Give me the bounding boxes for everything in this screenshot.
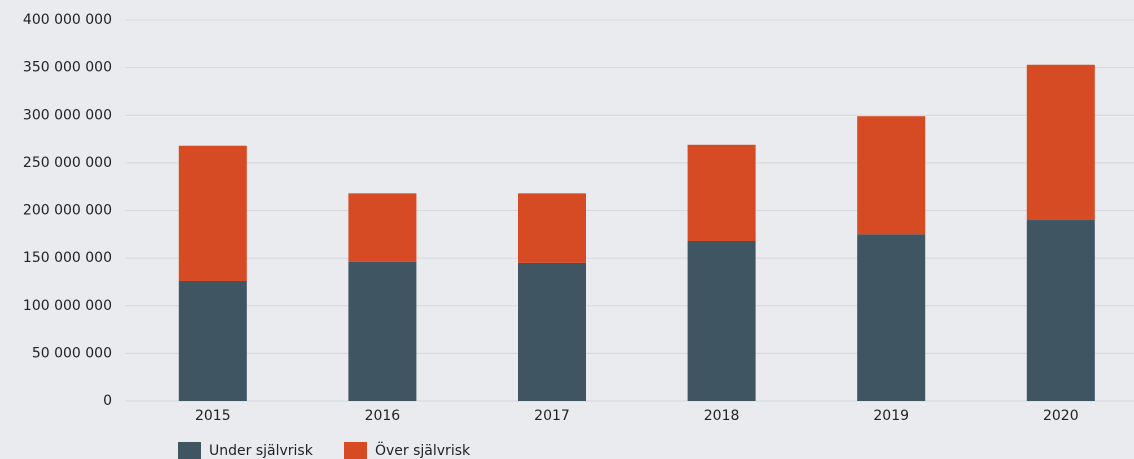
- y-tick-label: 150 000 000: [23, 250, 112, 266]
- y-tick-label: 300 000 000: [23, 107, 112, 123]
- legend-swatch: [344, 442, 367, 459]
- x-tick-label: 2016: [365, 408, 401, 424]
- bar-segment: [178, 280, 247, 401]
- y-tick-label: 350 000 000: [23, 60, 112, 76]
- bar-segment: [687, 144, 756, 241]
- legend-swatch: [178, 442, 201, 459]
- bar-segment: [687, 240, 756, 401]
- y-tick-label: 50 000 000: [32, 345, 112, 361]
- bar-segment: [178, 145, 247, 281]
- y-tick-label: 200 000 000: [23, 203, 112, 219]
- y-tick-label: 0: [103, 393, 112, 409]
- bar-segment: [1026, 220, 1095, 401]
- bar-segment: [518, 262, 586, 401]
- legend-label: Över självrisk: [375, 441, 471, 459]
- x-tick-label: 2017: [534, 408, 570, 424]
- bar-segment: [348, 193, 417, 262]
- x-tick-label: 2020: [1043, 408, 1079, 424]
- bar-segment: [857, 234, 926, 401]
- bar-segment: [518, 193, 586, 263]
- x-tick-label: 2019: [873, 408, 909, 424]
- legend-label: Under självrisk: [209, 443, 314, 459]
- bar-segment: [1026, 64, 1095, 221]
- y-tick-label: 250 000 000: [23, 155, 112, 171]
- x-tick-label: 2015: [195, 408, 231, 424]
- x-tick-label: 2018: [704, 408, 740, 424]
- y-tick-label: 400 000 000: [23, 12, 112, 28]
- bar-segment: [857, 116, 926, 235]
- bar-segment: [348, 261, 417, 401]
- y-tick-label: 100 000 000: [23, 298, 112, 314]
